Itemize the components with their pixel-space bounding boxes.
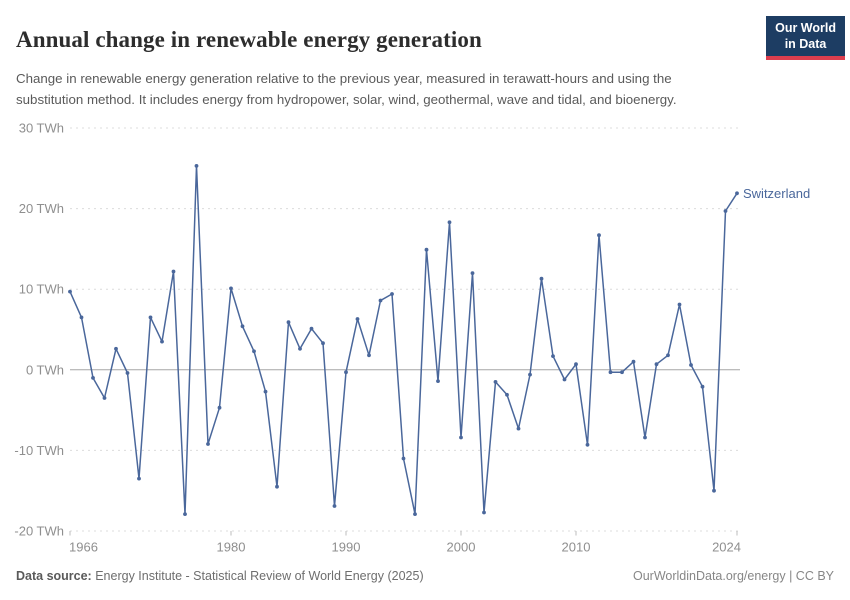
x-axis-tick-label: 1980 (217, 540, 246, 555)
data-point-2017[interactable] (654, 362, 659, 367)
data-point-2016[interactable] (643, 435, 647, 440)
data-point-1984[interactable] (275, 484, 279, 489)
data-point-1978[interactable] (206, 442, 210, 446)
owid-logo-line2: in Data (784, 36, 827, 51)
owid-logo-line1: Our World (775, 21, 836, 35)
data-point-1986[interactable] (298, 346, 302, 351)
data-point-1970[interactable] (114, 346, 118, 351)
data-point-1998[interactable] (436, 379, 440, 383)
data-point-1989[interactable] (332, 504, 337, 508)
data-point-1987[interactable] (309, 326, 314, 331)
y-axis-tick-label: 0 TWh (26, 362, 64, 377)
data-point-2024[interactable] (735, 191, 739, 196)
data-point-2005[interactable] (516, 426, 521, 431)
data-point-1976[interactable] (183, 512, 187, 516)
data-point-1975[interactable] (171, 269, 176, 274)
data-point-2009[interactable] (562, 377, 567, 382)
data-point-2011[interactable] (585, 442, 590, 447)
data-point-1979[interactable] (217, 405, 222, 410)
data-point-2006[interactable] (528, 372, 532, 377)
credit-line: OurWorldinData.org/energy | CC BY (632, 569, 834, 583)
data-point-2021[interactable] (700, 384, 705, 389)
data-source-label: Data source: (16, 569, 92, 583)
data-point-2003[interactable] (493, 380, 498, 384)
y-axis-tick-label: -10 TWh (14, 443, 64, 458)
data-point-1982[interactable] (252, 349, 256, 354)
x-axis-tick-label: 2024 (712, 540, 741, 555)
y-axis-tick-label: -20 TWh (14, 524, 64, 539)
data-point-2000[interactable] (459, 435, 463, 440)
data-point-1980[interactable] (229, 286, 233, 291)
data-point-1991[interactable] (355, 317, 360, 321)
data-point-2020[interactable] (689, 363, 693, 367)
data-point-2002[interactable] (482, 510, 486, 515)
data-point-1985[interactable] (286, 320, 291, 325)
line-chart: 30 TWh 20 TWh 10 TWh 0 TWh -10 TWh -20 TWh 196… (14, 121, 810, 555)
data-point-2008[interactable] (551, 354, 555, 358)
x-axis-tick-label: 2010 (562, 540, 591, 555)
data-point-2019[interactable] (677, 302, 682, 307)
data-point-1966[interactable] (68, 289, 72, 294)
chart-subtitle: Change in renewable energy generation re… (16, 71, 677, 107)
data-source: Data source: Energy Institute - Statisti… (16, 569, 424, 583)
data-point-2013[interactable] (608, 370, 613, 375)
data-point-1974[interactable] (160, 339, 164, 344)
data-point-2015[interactable] (631, 359, 636, 364)
data-point-1968[interactable] (91, 376, 95, 380)
data-source-text: Energy Institute - Statistical Review of… (95, 569, 424, 583)
data-point-1994[interactable] (390, 292, 394, 296)
data-point-1973[interactable] (148, 315, 153, 320)
series-line-switzerland[interactable] (69, 165, 738, 515)
data-point-1972[interactable] (137, 476, 141, 481)
data-point-2014[interactable] (620, 370, 624, 375)
data-point-1997[interactable] (424, 247, 429, 252)
data-point-1996[interactable] (413, 512, 417, 516)
x-axis-tick-label: 1990 (332, 540, 361, 555)
data-point-1969[interactable] (102, 396, 107, 400)
data-point-2004[interactable] (505, 392, 509, 397)
data-point-1992[interactable] (367, 353, 371, 358)
data-point-1971[interactable] (125, 371, 130, 375)
series-end-label-switzerland[interactable]: Switzerland (743, 186, 810, 201)
data-point-2010[interactable] (574, 362, 578, 367)
y-axis-tick-label: 10 TWh (19, 282, 64, 297)
y-axis-tick-label: 30 TWh (19, 121, 64, 136)
data-point-2001[interactable] (470, 271, 475, 275)
owid-logo[interactable]: Our World in Data (766, 16, 845, 61)
data-point-1988[interactable] (321, 341, 325, 346)
data-point-2018[interactable] (666, 353, 670, 358)
page-title: Annual change in renewable energy genera… (16, 27, 482, 53)
data-point-2022[interactable] (712, 488, 716, 493)
data-point-1967[interactable] (79, 315, 84, 320)
chart-footer: Data source: Energy Institute - Statisti… (16, 569, 834, 583)
data-point-1990[interactable] (344, 370, 348, 375)
data-point-1995[interactable] (401, 456, 406, 461)
x-axis-tick-label: 2000 (447, 540, 476, 555)
data-point-2023[interactable] (723, 209, 728, 213)
x-axis-tick-label: 1966 (69, 540, 98, 555)
data-point-1981[interactable] (240, 324, 245, 329)
data-point-1983[interactable] (263, 389, 268, 394)
data-point-1993[interactable] (378, 298, 383, 303)
data-point-1977[interactable] (194, 164, 199, 168)
data-point-1999[interactable] (447, 220, 452, 225)
data-point-2007[interactable] (539, 276, 544, 281)
data-point-2012[interactable] (597, 233, 601, 238)
y-axis-tick-label: 20 TWh (19, 201, 64, 216)
